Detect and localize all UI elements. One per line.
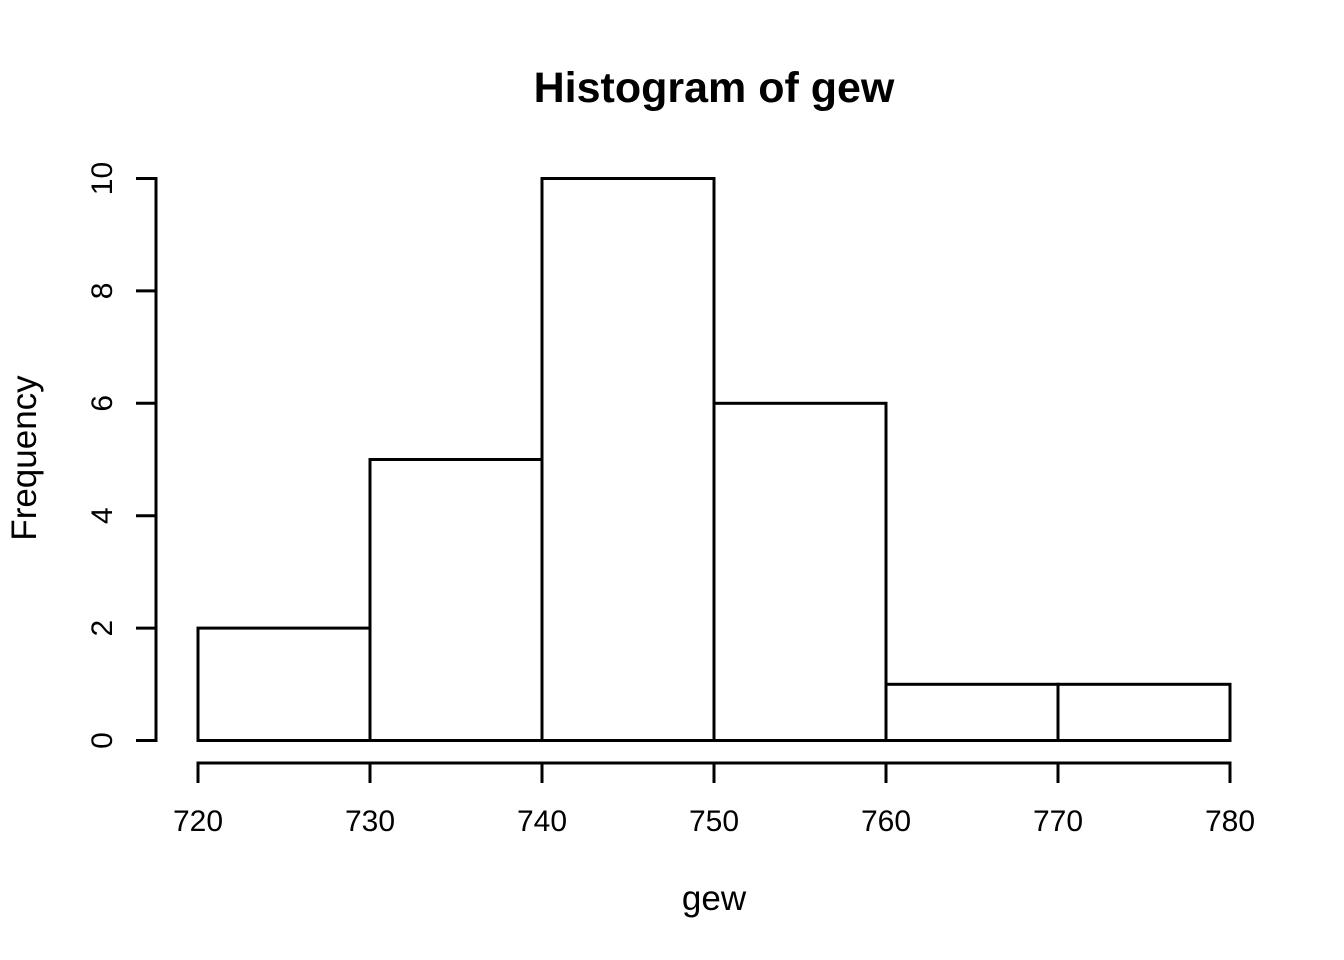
bars-group	[196, 177, 1232, 742]
y-tick-label: 4	[86, 507, 119, 524]
x-tick-label: 760	[861, 805, 911, 838]
histogram-bar	[1056, 682, 1232, 742]
histogram-bar	[540, 177, 716, 742]
x-tick-label: 750	[689, 805, 739, 838]
histogram-bar	[368, 458, 544, 742]
x-tick-label: 780	[1205, 805, 1255, 838]
y-tick-label: 2	[86, 620, 119, 637]
y-tick-label: 8	[86, 283, 119, 300]
histogram-bar	[884, 682, 1060, 742]
x-tick-label: 770	[1033, 805, 1083, 838]
chart-title: Histogram of gew	[534, 64, 895, 112]
x-tick-label: 740	[517, 805, 567, 838]
x-tick-label: 730	[345, 805, 395, 838]
x-axis-label: gew	[682, 879, 747, 918]
y-axis-label: Frequency	[5, 375, 44, 541]
histogram-bar	[196, 626, 372, 742]
x-tick-label: 720	[173, 805, 223, 838]
y-tick-label: 6	[86, 395, 119, 412]
axes-group: 0 2 4 6 8 10 720 730 740 750 760 770 780	[86, 162, 1255, 838]
y-tick-label: 0	[86, 732, 119, 749]
y-tick-label: 10	[86, 162, 119, 195]
histogram-bar	[712, 401, 888, 742]
